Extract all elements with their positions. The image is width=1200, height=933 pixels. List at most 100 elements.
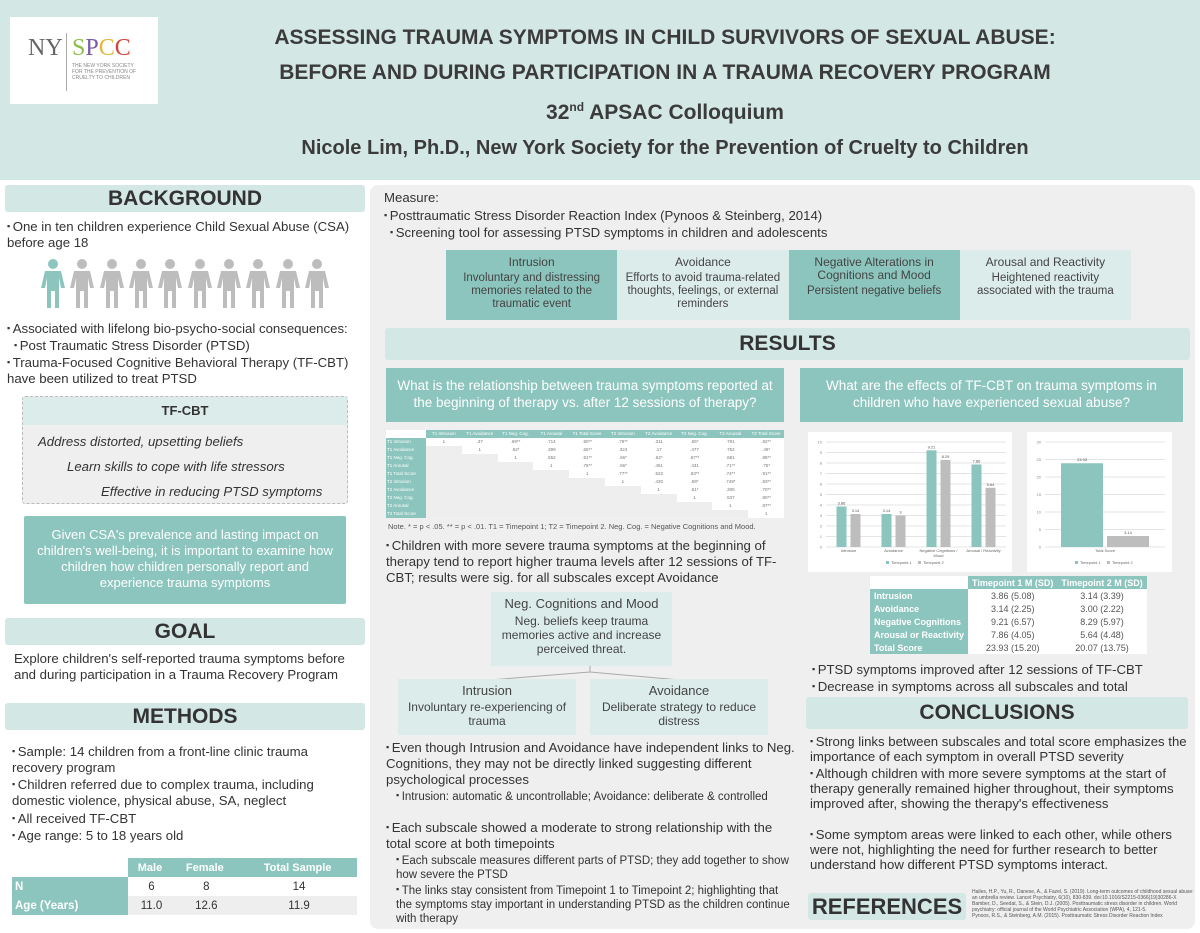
y-tick-label: 5	[820, 492, 823, 497]
corr-row: T1 Intrusion 1 .37 .69** .714 .90** .79** .311.…	[386, 438, 784, 446]
logo-c1: C	[98, 35, 115, 61]
bar-timepoint-1	[971, 464, 982, 547]
corr-corner	[386, 430, 426, 438]
symptom-box: Arousal and Reactivity Heightened reactiv…	[959, 250, 1131, 320]
conf-sup: nd	[569, 100, 585, 114]
means-cell: 9.21 (6.57)	[968, 615, 1058, 628]
corr-row-label: T2 Arousal	[386, 502, 426, 510]
y-tick-label: 3	[820, 513, 823, 518]
bar-timepoint-2	[1107, 536, 1149, 547]
results-heading: RESULTS	[385, 328, 1190, 360]
corr-cell	[426, 446, 462, 454]
corr-cell: .17	[655, 447, 662, 452]
means-row-label: Intrusion	[870, 589, 969, 602]
logo-subtitle: THE NEW YORK SOCIETY FOR THE PREVENTION …	[72, 63, 137, 81]
means-row-label: Avoidance	[870, 602, 969, 615]
corr-cell	[640, 510, 677, 518]
x-tick-label: Intrusion	[840, 548, 857, 553]
corr-cell: .88**	[761, 455, 771, 460]
corr-cell	[533, 486, 570, 494]
conclusion-3: Some symptom areas were linked to each o…	[810, 827, 1194, 872]
bar-timepoint-2	[850, 514, 861, 547]
symptom-desc: Efforts to avoid trauma-related thoughts…	[625, 272, 781, 310]
corr-cell: 1	[550, 463, 553, 468]
data-label: 3.14	[852, 508, 861, 513]
corr-cell	[533, 478, 570, 486]
corr-cell: .70**	[761, 487, 771, 492]
corr-cell: .91**	[761, 471, 771, 476]
corr-cell	[712, 510, 749, 518]
means-row-label: Arousal or Reactivity	[870, 628, 969, 641]
data-label: 3	[899, 510, 902, 515]
corr-cell: .65*	[690, 439, 699, 444]
corr-row: T1 Total Score 1 .77** .522 .83** .74** .91**	[386, 470, 784, 478]
corr-row-label: T1 Intrusion	[386, 438, 426, 446]
conference: 32nd APSAC Colloquium	[165, 100, 1165, 125]
corr-cell: .552	[546, 455, 556, 460]
corr-row-label: T2 Intrusion	[386, 478, 426, 486]
corr-cell	[676, 510, 713, 518]
tfcbt-box: TF-CBT Address distorted, upsetting beli…	[22, 396, 348, 504]
corr-cell	[569, 486, 605, 494]
corr-row: T1 Neg. Cog. 1 .552 .91** .66* .62* .87** .681.…	[386, 454, 784, 462]
corr-cell: .311	[654, 439, 663, 444]
corr-cell	[604, 494, 641, 502]
tfcbt-point-2: Learn skills to cope with life stressors	[67, 459, 285, 474]
bar-timepoint-2	[940, 459, 951, 547]
demo-cell: 11.9	[238, 896, 357, 915]
corr-cell: .749*	[725, 479, 736, 484]
measure-bullet-1: Posttraumatic Stress Disorder Reaction I…	[384, 207, 822, 224]
logo-c2: C	[114, 35, 131, 61]
y-tick-label: 6	[820, 482, 823, 487]
corr-cell: .56*	[618, 463, 627, 468]
symptom-title: Avoidance	[674, 255, 731, 269]
avoidance-box: Avoidance Deliberate strategy to reduce …	[590, 679, 768, 735]
means-row-label: Negative Cognitions	[870, 615, 969, 628]
corr-cell: .306	[725, 487, 735, 492]
corr-cell: .90**	[582, 439, 592, 444]
title-line2: BEFORE AND DURING PARTICIPATION IN A TRA…	[279, 61, 1051, 84]
table-note: Note. * = p < .05. ** = p < .01. T1 = Ti…	[388, 522, 756, 531]
corr-cell	[426, 454, 462, 462]
corr-row: T2 Avoidance 1 .61* .306 .70**	[386, 486, 784, 494]
corr-row: T2 Arousal 1 .87**	[386, 502, 784, 510]
corr-cell: .522	[654, 471, 664, 476]
x-tick-label: Avoidance	[884, 548, 903, 553]
means-cell: 23.93 (15.20)	[968, 641, 1058, 654]
corr-cell: .77**	[618, 471, 628, 476]
demographics-table: Male Female Total Sample N 6 8 14 Age (Years)…	[12, 858, 357, 915]
corr-cell: 1	[693, 495, 696, 500]
header	[0, 0, 1200, 180]
reference-2: Bamber, D., Seedat, S., & Stein, D.J. (2…	[972, 901, 1177, 913]
methods-heading: METHODS	[5, 703, 365, 730]
y-tick-label: 10	[1037, 510, 1042, 515]
demo-cell: 14	[238, 877, 357, 896]
title-line1: ASSESSING TRAUMA SYMPTOMS IN CHILD SURVI…	[274, 26, 1056, 49]
demo-cell: 11.0	[128, 896, 172, 915]
data-label: 3.86	[838, 500, 847, 505]
corr-cell	[426, 494, 462, 502]
reference-3: Pynoos, R.S., & Steinberg, A.M. (2015). …	[972, 913, 1163, 919]
bar-timepoint-1	[926, 450, 937, 547]
avoidance-desc: Deliberate strategy to reduce distress	[601, 700, 757, 728]
intrusion-title: Intrusion	[462, 683, 512, 698]
corr-cell: .37	[476, 439, 483, 444]
corr-header: T1 Neg. Cog.	[497, 430, 534, 438]
corr-cell: .83**	[761, 479, 771, 484]
y-tick-label: 25	[1037, 457, 1042, 462]
demo-cell: 6	[128, 877, 172, 896]
corr-cell	[604, 502, 641, 510]
y-tick-label: 20	[1037, 475, 1042, 480]
corr-cell: .87**	[689, 455, 700, 460]
demo-cell: 8	[171, 877, 239, 896]
negcog-box: Neg. Cognitions and Mood Neg. beliefs ke…	[491, 592, 672, 666]
corr-row: T1 Avoidance 1 .62* .399 .66** .324 .17 .477 .75…	[386, 446, 784, 454]
goal-heading: GOAL	[5, 618, 365, 645]
corr-cell	[497, 502, 534, 510]
legend-swatch	[1075, 561, 1078, 564]
corr-cell	[569, 502, 605, 510]
person-icon	[187, 259, 212, 308]
question-1: What is the relationship between trauma …	[386, 368, 784, 422]
corr-row-label: T1 Total Score	[386, 470, 426, 478]
corr-cell: .83**	[689, 471, 700, 476]
